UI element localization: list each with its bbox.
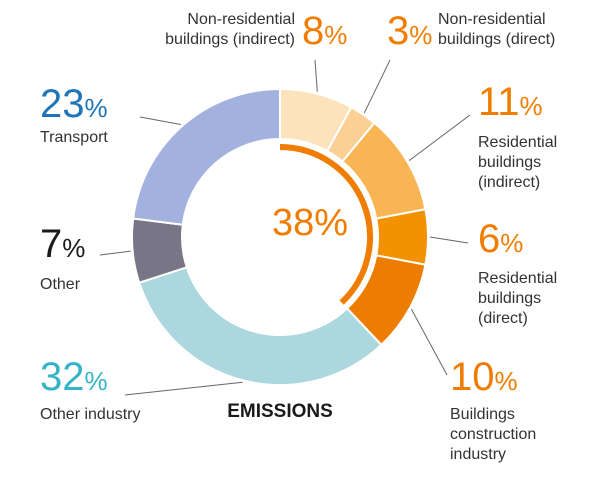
leader-line-other [99, 250, 131, 256]
category-label-non-residential-buildings-indirect: Non-residential buildings (indirect) [165, 11, 295, 48]
leader-line-non-residential-buildings-indirect [314, 59, 318, 92]
category-label-residential-buildings-indirect: Residential buildings (indirect) [478, 134, 557, 191]
value-label-non-residential-buildings-indirect: 8% [302, 9, 347, 53]
chart-title: EMISSIONS [227, 401, 333, 422]
value-label-non-residential-buildings-direct: 3% [387, 9, 432, 53]
buildings-share-bracket [279, 144, 373, 305]
category-label-residential-buildings-direct: Residential buildings (direct) [478, 270, 557, 327]
value-label-other-industry: 32% [40, 355, 108, 399]
leader-lines [99, 59, 471, 396]
category-label-buildings-construction-industry: Buildings construction industry [450, 406, 536, 463]
leader-line-transport [139, 116, 181, 125]
buildings-share-value: 38% [272, 202, 348, 244]
leader-line-non-residential-buildings-direct [363, 59, 391, 114]
slice-transport [132, 87, 281, 226]
value-label-residential-buildings-direct: 6% [478, 217, 523, 261]
slice-other-industry [137, 266, 383, 386]
value-label-transport: 23% [40, 82, 108, 126]
category-label-other-industry: Other industry [40, 406, 140, 423]
slice-labels: 8%Non-residential buildings (indirect) 3%N… [40, 9, 557, 463]
category-label-other: Other [40, 276, 81, 293]
category-label-transport: Transport [40, 129, 108, 146]
value-label-buildings-construction-industry: 10% [450, 355, 518, 399]
leader-line-other-industry [124, 381, 243, 396]
leader-line-residential-buildings-indirect [408, 114, 471, 162]
value-label-other: 7% [40, 222, 85, 266]
leader-line-buildings-construction-industry [411, 309, 448, 376]
value-label-residential-buildings-indirect: 11% [478, 80, 543, 124]
donut-slices [131, 87, 429, 386]
category-label-non-residential-buildings-direct: Non-residential buildings (direct) [438, 11, 555, 48]
leader-line-residential-buildings-direct [429, 236, 469, 244]
